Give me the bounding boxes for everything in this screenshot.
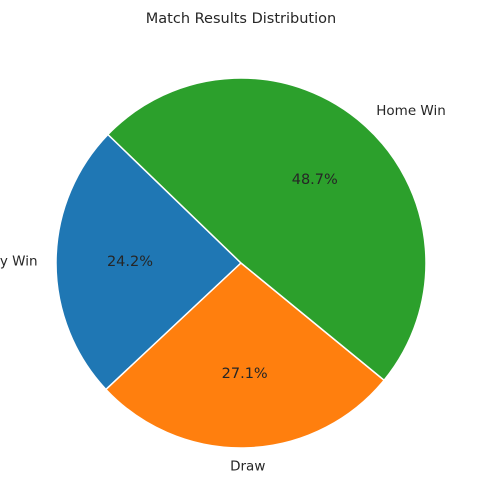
chart-title: Match Results Distribution	[146, 11, 336, 27]
slice-label-home-win: Home Win	[376, 103, 446, 119]
percent-label-away-win: 24.2%	[107, 254, 153, 270]
percent-label-home-win: 48.7%	[292, 172, 338, 188]
slice-label-draw: Draw	[230, 458, 265, 474]
percent-label-draw: 27.1%	[222, 366, 268, 382]
slice-label-away-win: Away Win	[0, 253, 38, 269]
